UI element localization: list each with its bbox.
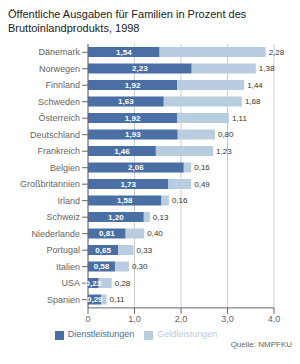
svg-text:1,92: 1,92 xyxy=(125,80,141,89)
svg-text:Großbritannien: Großbritannien xyxy=(20,179,80,189)
svg-text:2,23: 2,23 xyxy=(132,64,148,73)
html-text:Quelle: NMPFKU: Quelle: NMPFKU xyxy=(230,339,292,349)
svg-text:1,11: 1,11 xyxy=(232,113,248,122)
svg-text:Schweiz: Schweiz xyxy=(46,212,80,222)
svg-text:1,73: 1,73 xyxy=(120,179,136,188)
svg-text:Irland: Irland xyxy=(57,195,80,205)
svg-text:1,63: 1,63 xyxy=(118,97,134,106)
svg-text:1,44: 1,44 xyxy=(247,80,263,89)
svg-text:1,58: 1,58 xyxy=(117,196,133,205)
svg-text:2,06: 2,06 xyxy=(128,163,144,172)
svg-text:Österreich: Österreich xyxy=(38,113,80,123)
html-text:Dienstleistungen: Dienstleistungen xyxy=(67,329,135,340)
svg-text:1,68: 1,68 xyxy=(245,97,261,106)
svg-text:0,28: 0,28 xyxy=(115,278,131,287)
svg-text:2,28: 2,28 xyxy=(269,47,285,56)
svg-text:0,11: 0,11 xyxy=(110,295,126,304)
svg-text:1,20: 1,20 xyxy=(108,212,124,221)
svg-text:2,0: 2,0 xyxy=(175,314,188,324)
svg-text:Niederlande: Niederlande xyxy=(31,228,80,238)
svg-text:0,80: 0,80 xyxy=(218,130,234,139)
svg-text:Deutschland: Deutschland xyxy=(30,129,80,139)
svg-text:0,16: 0,16 xyxy=(172,196,188,205)
svg-text:Finnland: Finnland xyxy=(45,80,80,90)
svg-text:0,16: 0,16 xyxy=(194,163,210,172)
svg-text:4,0: 4,0 xyxy=(268,314,281,324)
svg-text:0,58: 0,58 xyxy=(94,262,110,271)
svg-text:3,0: 3,0 xyxy=(221,314,234,324)
svg-text:USA: USA xyxy=(61,278,80,288)
svg-text:Portugal: Portugal xyxy=(46,245,80,255)
svg-text:Frankreich: Frankreich xyxy=(37,146,80,156)
svg-text:Norwegen: Norwegen xyxy=(39,63,80,73)
svg-text:0,49: 0,49 xyxy=(194,179,210,188)
svg-text:1,93: 1,93 xyxy=(125,130,141,139)
svg-text:1,54: 1,54 xyxy=(116,47,132,56)
svg-text:1,0: 1,0 xyxy=(128,314,141,324)
svg-text:1,46: 1,46 xyxy=(114,146,130,155)
svg-text:1,38: 1,38 xyxy=(259,64,275,73)
svg-text:0,33: 0,33 xyxy=(137,245,153,254)
svg-text:0,30: 0,30 xyxy=(132,262,148,271)
svg-text:0,29: 0,29 xyxy=(87,295,103,304)
svg-text:Spanien: Spanien xyxy=(47,294,80,304)
svg-text:Schweden: Schweden xyxy=(38,96,80,106)
html-text:Öffentliche Ausgaben für Famil: Öffentliche Ausgaben für Familien in Pro… xyxy=(8,8,247,34)
html-text:Geldleistungen: Geldleistungen xyxy=(157,329,218,340)
svg-text:0: 0 xyxy=(85,314,90,324)
svg-text:0,13: 0,13 xyxy=(153,212,169,221)
svg-text:0,40: 0,40 xyxy=(147,229,163,238)
svg-text:Dänemark: Dänemark xyxy=(38,47,80,57)
svg-text:0,65: 0,65 xyxy=(95,245,111,254)
svg-text:1,23: 1,23 xyxy=(216,146,232,155)
svg-text:0,81: 0,81 xyxy=(99,229,115,238)
svg-text:1,92: 1,92 xyxy=(125,113,141,122)
svg-text:Belgien: Belgien xyxy=(50,162,80,172)
svg-text:Italien: Italien xyxy=(56,261,80,271)
svg-text:0,23: 0,23 xyxy=(86,278,102,287)
